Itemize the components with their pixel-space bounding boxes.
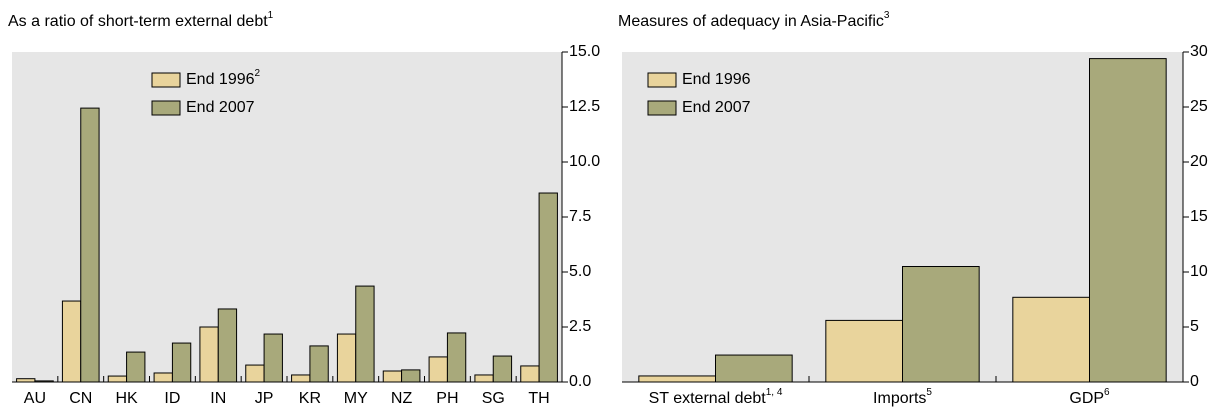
bar bbox=[825, 319, 904, 383]
x-tick-label: AU bbox=[24, 390, 46, 407]
chart-title-text: Measures of adequacy in Asia-Pacific bbox=[618, 13, 884, 30]
x-tick-label-note: 1, 4 bbox=[766, 387, 783, 398]
x-tick-label: PH bbox=[436, 390, 458, 407]
bar bbox=[428, 356, 448, 383]
y-tick-label: 0.0 bbox=[569, 373, 591, 390]
bar bbox=[171, 342, 192, 383]
legend-label-text: End 2007 bbox=[186, 99, 255, 116]
y-tick-label: 15.0 bbox=[569, 43, 600, 60]
chart-title: As a ratio of short-term external debt1 bbox=[8, 10, 274, 31]
legend-label: End 2007 bbox=[682, 99, 751, 116]
y-tick-label: 5.0 bbox=[569, 263, 591, 280]
bar bbox=[107, 375, 128, 383]
legend-swatch bbox=[647, 100, 677, 116]
x-tick-label-note: 6 bbox=[1104, 387, 1110, 398]
bar bbox=[520, 365, 540, 383]
bar bbox=[401, 369, 421, 383]
y-tick-label: 25 bbox=[1190, 98, 1208, 115]
bar bbox=[382, 370, 403, 383]
x-tick-label: SG bbox=[482, 390, 505, 407]
y-tick-label: 7.5 bbox=[569, 208, 591, 225]
x-tick-label: ST external debt1, 4 bbox=[649, 387, 783, 408]
x-tick-label-text: PH bbox=[436, 390, 458, 407]
bar bbox=[538, 192, 558, 383]
bar bbox=[199, 326, 219, 383]
bar bbox=[217, 308, 238, 383]
x-tick-label-text: CN bbox=[69, 390, 92, 407]
x-tick-label-text: Imports bbox=[873, 390, 926, 407]
bar bbox=[638, 375, 717, 383]
x-tick-label: KR bbox=[299, 390, 321, 407]
bar bbox=[153, 372, 173, 383]
bar bbox=[902, 266, 980, 383]
x-tick-label-text: ST external debt bbox=[649, 390, 767, 407]
legend-label-text: End 1996 bbox=[682, 71, 751, 88]
x-tick-label-text: GDP bbox=[1069, 390, 1104, 407]
bar bbox=[446, 332, 467, 383]
x-tick-label: IN bbox=[210, 390, 226, 407]
legend-label-note: 2 bbox=[255, 68, 261, 79]
x-tick-label: MY bbox=[344, 390, 368, 407]
bar bbox=[474, 374, 494, 383]
y-tick-label: 0 bbox=[1190, 373, 1199, 390]
legend-label: End 1996 bbox=[682, 71, 751, 88]
legend-swatch bbox=[151, 72, 181, 88]
x-tick-label-text: NZ bbox=[391, 390, 413, 407]
plot-area bbox=[12, 52, 562, 382]
legend-label-text: End 1996 bbox=[186, 71, 255, 88]
legend-swatch bbox=[151, 100, 181, 116]
y-tick-label: 5 bbox=[1190, 318, 1199, 335]
y-tick-label: 2.5 bbox=[569, 318, 591, 335]
bar bbox=[492, 355, 513, 383]
chart-title-text: As a ratio of short-term external debt bbox=[8, 13, 268, 30]
y-tick-label: 15 bbox=[1190, 208, 1208, 225]
x-tick-label: HK bbox=[115, 390, 138, 407]
x-tick-label: GDP6 bbox=[1069, 387, 1110, 408]
x-tick-label-text: JP bbox=[255, 390, 274, 407]
legend-swatch bbox=[647, 72, 677, 88]
bar bbox=[245, 364, 265, 383]
y-tick-label: 10.0 bbox=[569, 153, 600, 170]
y-tick-label: 10 bbox=[1190, 263, 1208, 280]
x-tick-label-text: HK bbox=[115, 390, 138, 407]
bar bbox=[263, 333, 283, 383]
x-tick-label: ID bbox=[164, 390, 180, 407]
chart-title-note: 3 bbox=[884, 10, 890, 21]
y-tick-label: 12.5 bbox=[569, 98, 600, 115]
bar bbox=[1089, 58, 1167, 383]
x-tick-label: Imports5 bbox=[873, 387, 932, 408]
y-tick-label: 20 bbox=[1190, 153, 1208, 170]
x-tick-label-text: TH bbox=[528, 390, 549, 407]
bar bbox=[61, 300, 82, 383]
bar bbox=[80, 107, 100, 383]
x-tick-label-text: SG bbox=[482, 390, 505, 407]
x-tick-label: NZ bbox=[391, 390, 413, 407]
x-tick-label: CN bbox=[69, 390, 92, 407]
x-tick-label-text: KR bbox=[299, 390, 321, 407]
chart-title: Measures of adequacy in Asia-Pacific3 bbox=[618, 10, 890, 31]
x-tick-label-text: ID bbox=[164, 390, 180, 407]
chart-title-note: 1 bbox=[268, 10, 274, 21]
x-tick-label: TH bbox=[528, 390, 549, 407]
legend-label: End 19962 bbox=[186, 68, 261, 89]
x-tick-label-note: 5 bbox=[926, 387, 932, 398]
bar bbox=[291, 374, 311, 383]
legend-label-text: End 2007 bbox=[682, 99, 751, 116]
x-tick-label-text: IN bbox=[210, 390, 226, 407]
bar bbox=[355, 285, 375, 383]
x-tick-label-text: MY bbox=[344, 390, 368, 407]
x-tick-label-text: AU bbox=[24, 390, 46, 407]
x-tick-label: JP bbox=[255, 390, 274, 407]
bar bbox=[336, 333, 357, 383]
bar bbox=[309, 345, 329, 383]
legend-label: End 2007 bbox=[186, 99, 255, 116]
bar bbox=[1012, 296, 1091, 383]
y-tick-label: 30 bbox=[1190, 43, 1208, 60]
bar bbox=[126, 351, 146, 383]
bar bbox=[715, 354, 793, 383]
